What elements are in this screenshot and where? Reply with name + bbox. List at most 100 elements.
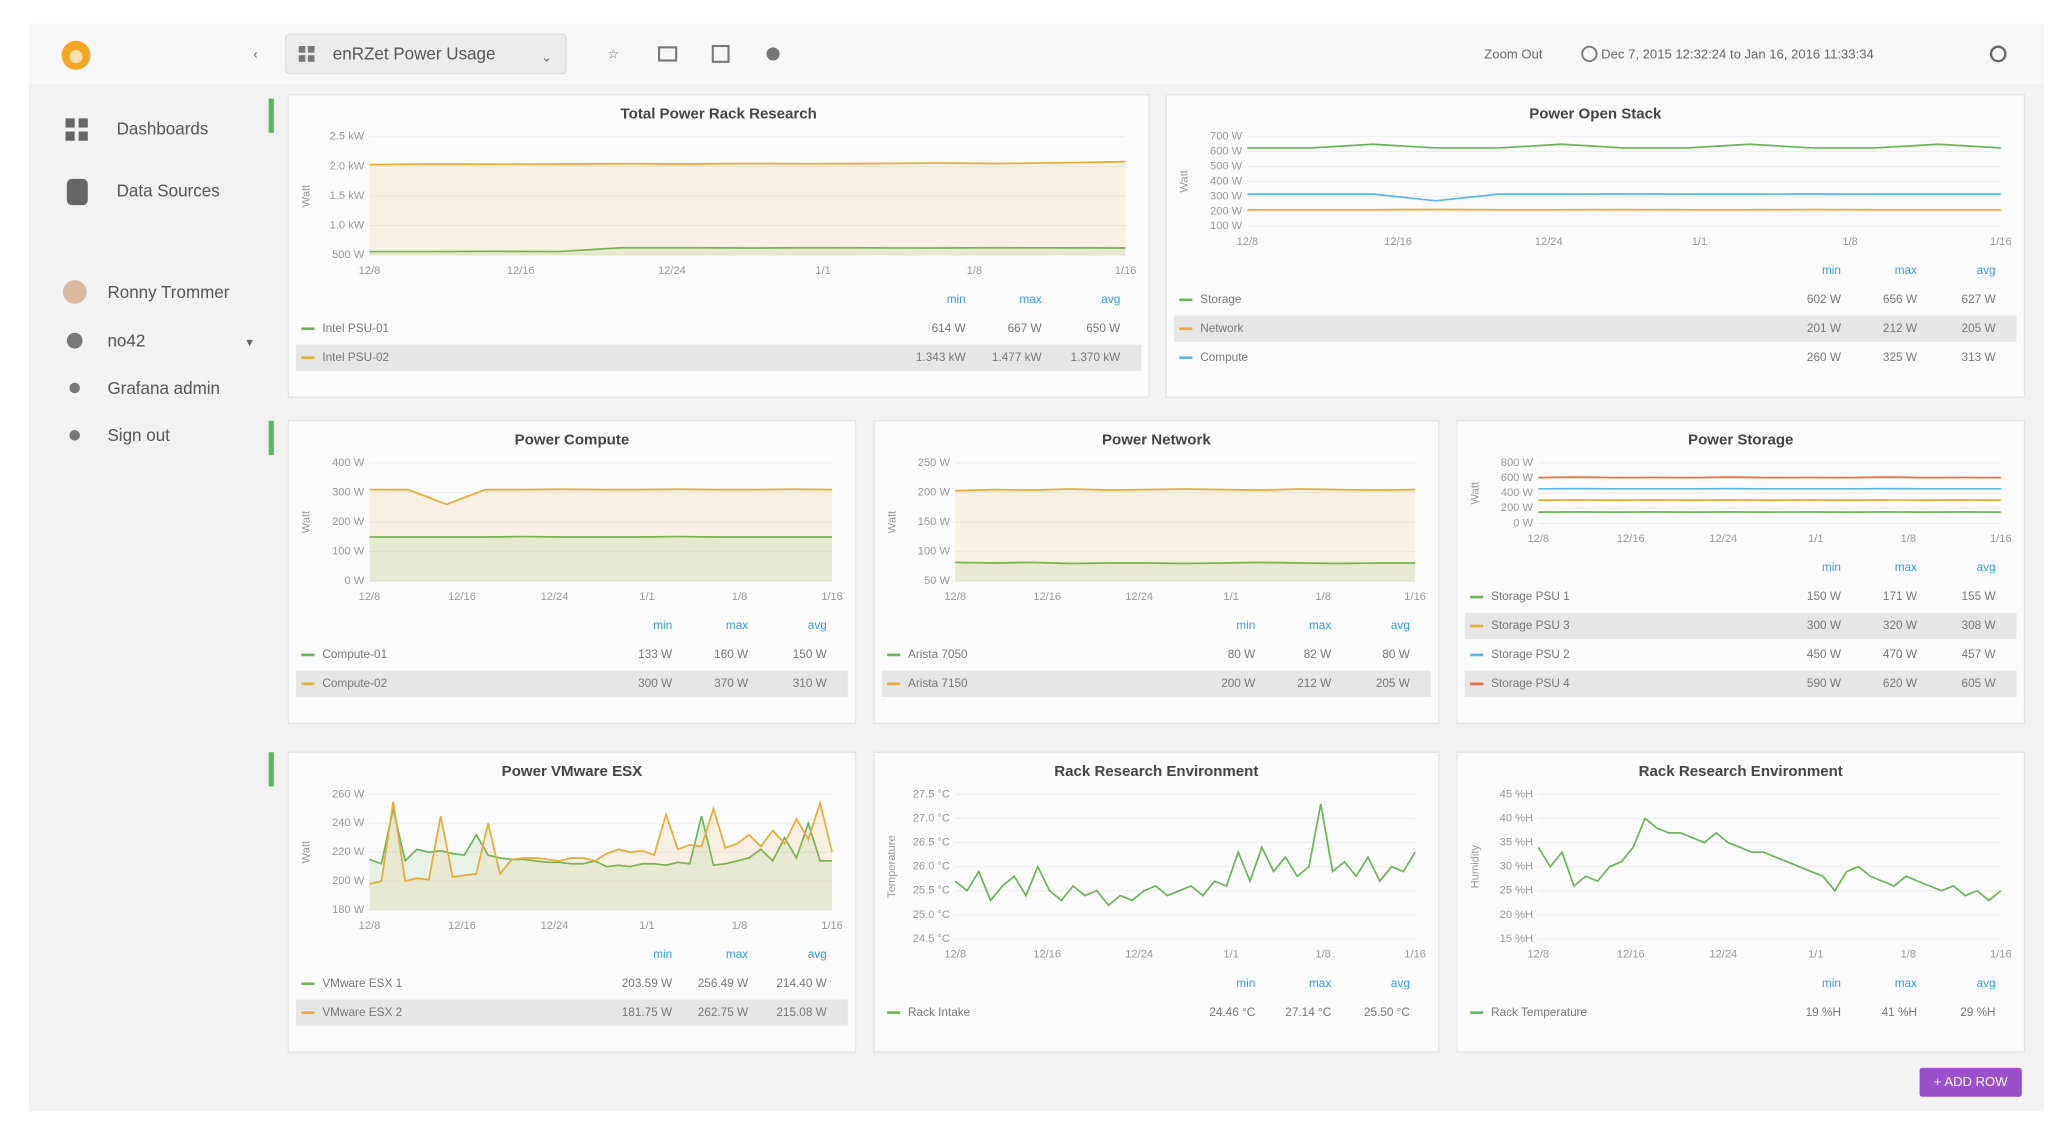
y-tick-label: 26.0 °C — [913, 861, 950, 873]
y-tick-label: 200 W — [1501, 502, 1534, 514]
series-area — [369, 489, 833, 582]
panel: Power Compute Watt 0 W 100 W 200 W 300 W 400 W… — [287, 420, 857, 724]
y-tick-label: 600 W — [1210, 146, 1243, 158]
legend-name[interactable]: Arista 7050 — [908, 647, 968, 661]
y-tick-label: 45 %H — [1500, 788, 1533, 800]
save-icon[interactable] — [711, 44, 730, 63]
legend-header: avg — [1101, 292, 1120, 306]
user-name[interactable]: Ronny Trommer — [107, 283, 229, 302]
row-marker[interactable] — [268, 752, 274, 787]
y-tick-label: 25.5 °C — [913, 885, 950, 897]
legend-name[interactable]: Storage PSU 2 — [1491, 647, 1570, 661]
legend-name[interactable]: Storage — [1200, 292, 1242, 306]
org-name[interactable]: no42 — [107, 331, 145, 350]
x-tick-label: 12/16 — [1033, 591, 1061, 603]
legend-header: max — [726, 947, 748, 961]
legend-header: min — [1822, 263, 1841, 277]
nav-dashboards[interactable]: Dashboards — [117, 120, 209, 139]
legend-name[interactable]: Storage PSU 1 — [1491, 589, 1570, 603]
dashboard-title[interactable]: enRZet Power Usage — [333, 45, 496, 64]
settings-icon[interactable] — [766, 47, 780, 61]
legend-name[interactable]: VMware ESX 1 — [322, 976, 402, 990]
legend-min: 1.343 kW — [916, 350, 967, 364]
zoom-out[interactable]: Zoom Out — [1484, 47, 1543, 62]
legend-header: max — [1895, 560, 1917, 574]
legend-name[interactable]: Storage PSU 3 — [1491, 618, 1570, 632]
panel-bg — [873, 751, 1440, 1053]
y-tick-label: 180 W — [332, 904, 365, 916]
y-axis-label: Watt — [1178, 169, 1190, 192]
add-row-button[interactable] — [1919, 1067, 2022, 1097]
legend-max: 41 %H — [1882, 1005, 1917, 1019]
y-tick-label: 30 %H — [1500, 861, 1533, 873]
y-tick-label: 220 W — [332, 846, 365, 858]
x-tick-label: 12/8 — [1527, 533, 1549, 545]
legend-min: 181.75 W — [622, 1005, 673, 1019]
x-tick-label: 12/24 — [1709, 533, 1737, 545]
legend-row-highlight — [1174, 315, 2017, 342]
legend-name[interactable]: Compute — [1200, 350, 1248, 364]
legend-name[interactable]: Network — [1200, 321, 1243, 335]
series-line — [955, 488, 1416, 492]
y-tick-label: 24.5 °C — [913, 933, 950, 945]
x-tick-label: 1/8 — [732, 591, 747, 603]
x-tick-label: 1/1 — [1808, 949, 1823, 961]
legend-avg: 650 W — [1086, 321, 1121, 335]
add-row-label[interactable]: + ADD ROW — [1934, 1074, 2008, 1089]
panel: Rack Research Environment Humidity 15 %H 20… — [1456, 751, 2026, 1053]
legend-avg: 313 W — [1962, 350, 1997, 364]
series-area — [369, 161, 1126, 256]
row-marker[interactable] — [268, 420, 274, 456]
legend-name[interactable]: Compute-02 — [322, 676, 387, 690]
dashboard-picker[interactable] — [284, 33, 567, 75]
share-icon[interactable] — [658, 46, 678, 62]
legend-name[interactable]: VMware ESX 2 — [322, 1005, 402, 1019]
sign-out[interactable]: Sign out — [107, 426, 170, 445]
grid-icon — [307, 55, 315, 62]
x-tick-label: 1/16 — [1404, 949, 1426, 961]
legend-avg: 215.08 W — [776, 1005, 827, 1019]
time-range[interactable]: Dec 7, 2015 12:32:24 to Jan 16, 2016 11:… — [1601, 47, 1874, 62]
legend-min: 614 W — [932, 321, 967, 335]
series-line — [369, 246, 1126, 253]
x-tick-label: 12/24 — [658, 265, 686, 277]
legend-min: 200 W — [1221, 676, 1256, 690]
legend-name[interactable]: Rack Temperature — [1491, 1005, 1587, 1019]
legend-max: 171 W — [1883, 589, 1918, 603]
grafana-admin[interactable]: Grafana admin — [107, 379, 220, 398]
star-icon[interactable]: ☆ — [607, 47, 619, 62]
dashboards-icon — [78, 131, 88, 141]
legend-name[interactable]: Arista 7150 — [908, 676, 968, 690]
nav-data-sources[interactable]: Data Sources — [117, 181, 220, 200]
y-tick-label: 15 %H — [1500, 933, 1533, 945]
refresh-icon[interactable] — [1989, 45, 2007, 63]
back-chevron[interactable]: ‹ — [253, 47, 257, 62]
x-tick-label: 1/8 — [732, 920, 747, 932]
legend-name[interactable]: Intel PSU-01 — [322, 321, 389, 335]
panel: Power Storage Watt 0 W 200 W 400 W 600 W 800 W… — [1456, 420, 2026, 724]
series-line — [1538, 476, 2001, 479]
series-line — [1537, 817, 2002, 902]
legend-min: 203.59 W — [622, 976, 673, 990]
y-tick-label: 200 W — [332, 516, 365, 528]
y-tick-label: 240 W — [332, 817, 365, 829]
legend-header: max — [1019, 292, 1041, 306]
y-tick-label: 100 W — [332, 546, 365, 558]
legend-name[interactable]: Rack Intake — [908, 1005, 971, 1019]
y-tick-label: 0 W — [1513, 517, 1533, 529]
y-tick-label: 700 W — [1210, 131, 1243, 143]
panel: Power Network Watt 50 W 100 W 150 W 200 W 250 … — [873, 420, 1440, 724]
legend-name[interactable]: Compute-01 — [322, 647, 387, 661]
legend-header: min — [1822, 560, 1841, 574]
x-tick-label: 1/8 — [1901, 949, 1916, 961]
y-axis-label: Humidity — [1469, 845, 1481, 889]
legend-name[interactable]: Intel PSU-02 — [322, 350, 389, 364]
row-marker[interactable] — [268, 98, 274, 133]
legend-name[interactable]: Storage PSU 4 — [1491, 676, 1570, 690]
datasources-icon — [66, 178, 88, 206]
y-axis-label: Watt — [301, 840, 313, 863]
x-tick-label: 1/8 — [967, 265, 982, 277]
panel: Total Power Rack Research Watt 500 W 1.0 kW… — [287, 94, 1150, 398]
x-tick-label: 12/16 — [1384, 236, 1412, 248]
